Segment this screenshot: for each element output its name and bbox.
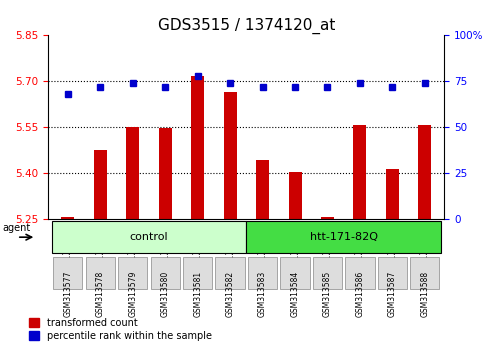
Bar <box>159 128 171 219</box>
Text: GSM313587: GSM313587 <box>388 271 397 317</box>
FancyBboxPatch shape <box>183 257 212 289</box>
FancyBboxPatch shape <box>215 257 245 289</box>
FancyBboxPatch shape <box>410 257 440 289</box>
FancyBboxPatch shape <box>313 257 342 289</box>
Text: GSM313578: GSM313578 <box>96 271 105 317</box>
Bar <box>321 217 334 219</box>
Bar <box>256 160 269 219</box>
Text: GSM313582: GSM313582 <box>226 271 235 317</box>
FancyBboxPatch shape <box>248 257 277 289</box>
Text: GSM313577: GSM313577 <box>63 271 72 317</box>
Text: GSM313579: GSM313579 <box>128 271 137 317</box>
FancyBboxPatch shape <box>85 257 115 289</box>
Bar <box>288 172 301 219</box>
Bar <box>191 76 204 219</box>
Bar <box>418 125 431 219</box>
Text: GSM313581: GSM313581 <box>193 271 202 317</box>
Bar <box>61 217 74 219</box>
Text: GSM313585: GSM313585 <box>323 271 332 317</box>
FancyBboxPatch shape <box>118 257 147 289</box>
FancyBboxPatch shape <box>378 257 407 289</box>
Bar <box>94 149 107 219</box>
FancyBboxPatch shape <box>52 221 246 253</box>
Text: htt-171-82Q: htt-171-82Q <box>310 232 378 242</box>
Bar <box>386 169 399 219</box>
Bar <box>126 126 139 219</box>
FancyBboxPatch shape <box>151 257 180 289</box>
Text: GSM313580: GSM313580 <box>161 271 170 317</box>
Title: GDS3515 / 1374120_at: GDS3515 / 1374120_at <box>157 18 335 34</box>
Legend: transformed count, percentile rank within the sample: transformed count, percentile rank withi… <box>29 318 212 341</box>
FancyBboxPatch shape <box>246 221 441 253</box>
Bar <box>354 125 367 219</box>
Bar <box>224 92 237 219</box>
Text: GSM313583: GSM313583 <box>258 271 267 317</box>
Text: GSM313588: GSM313588 <box>420 271 429 317</box>
FancyBboxPatch shape <box>345 257 374 289</box>
FancyBboxPatch shape <box>53 257 83 289</box>
Text: GSM313586: GSM313586 <box>355 271 365 317</box>
Text: control: control <box>129 232 168 242</box>
Text: agent: agent <box>2 223 30 233</box>
Text: GSM313584: GSM313584 <box>291 271 299 317</box>
FancyBboxPatch shape <box>281 257 310 289</box>
